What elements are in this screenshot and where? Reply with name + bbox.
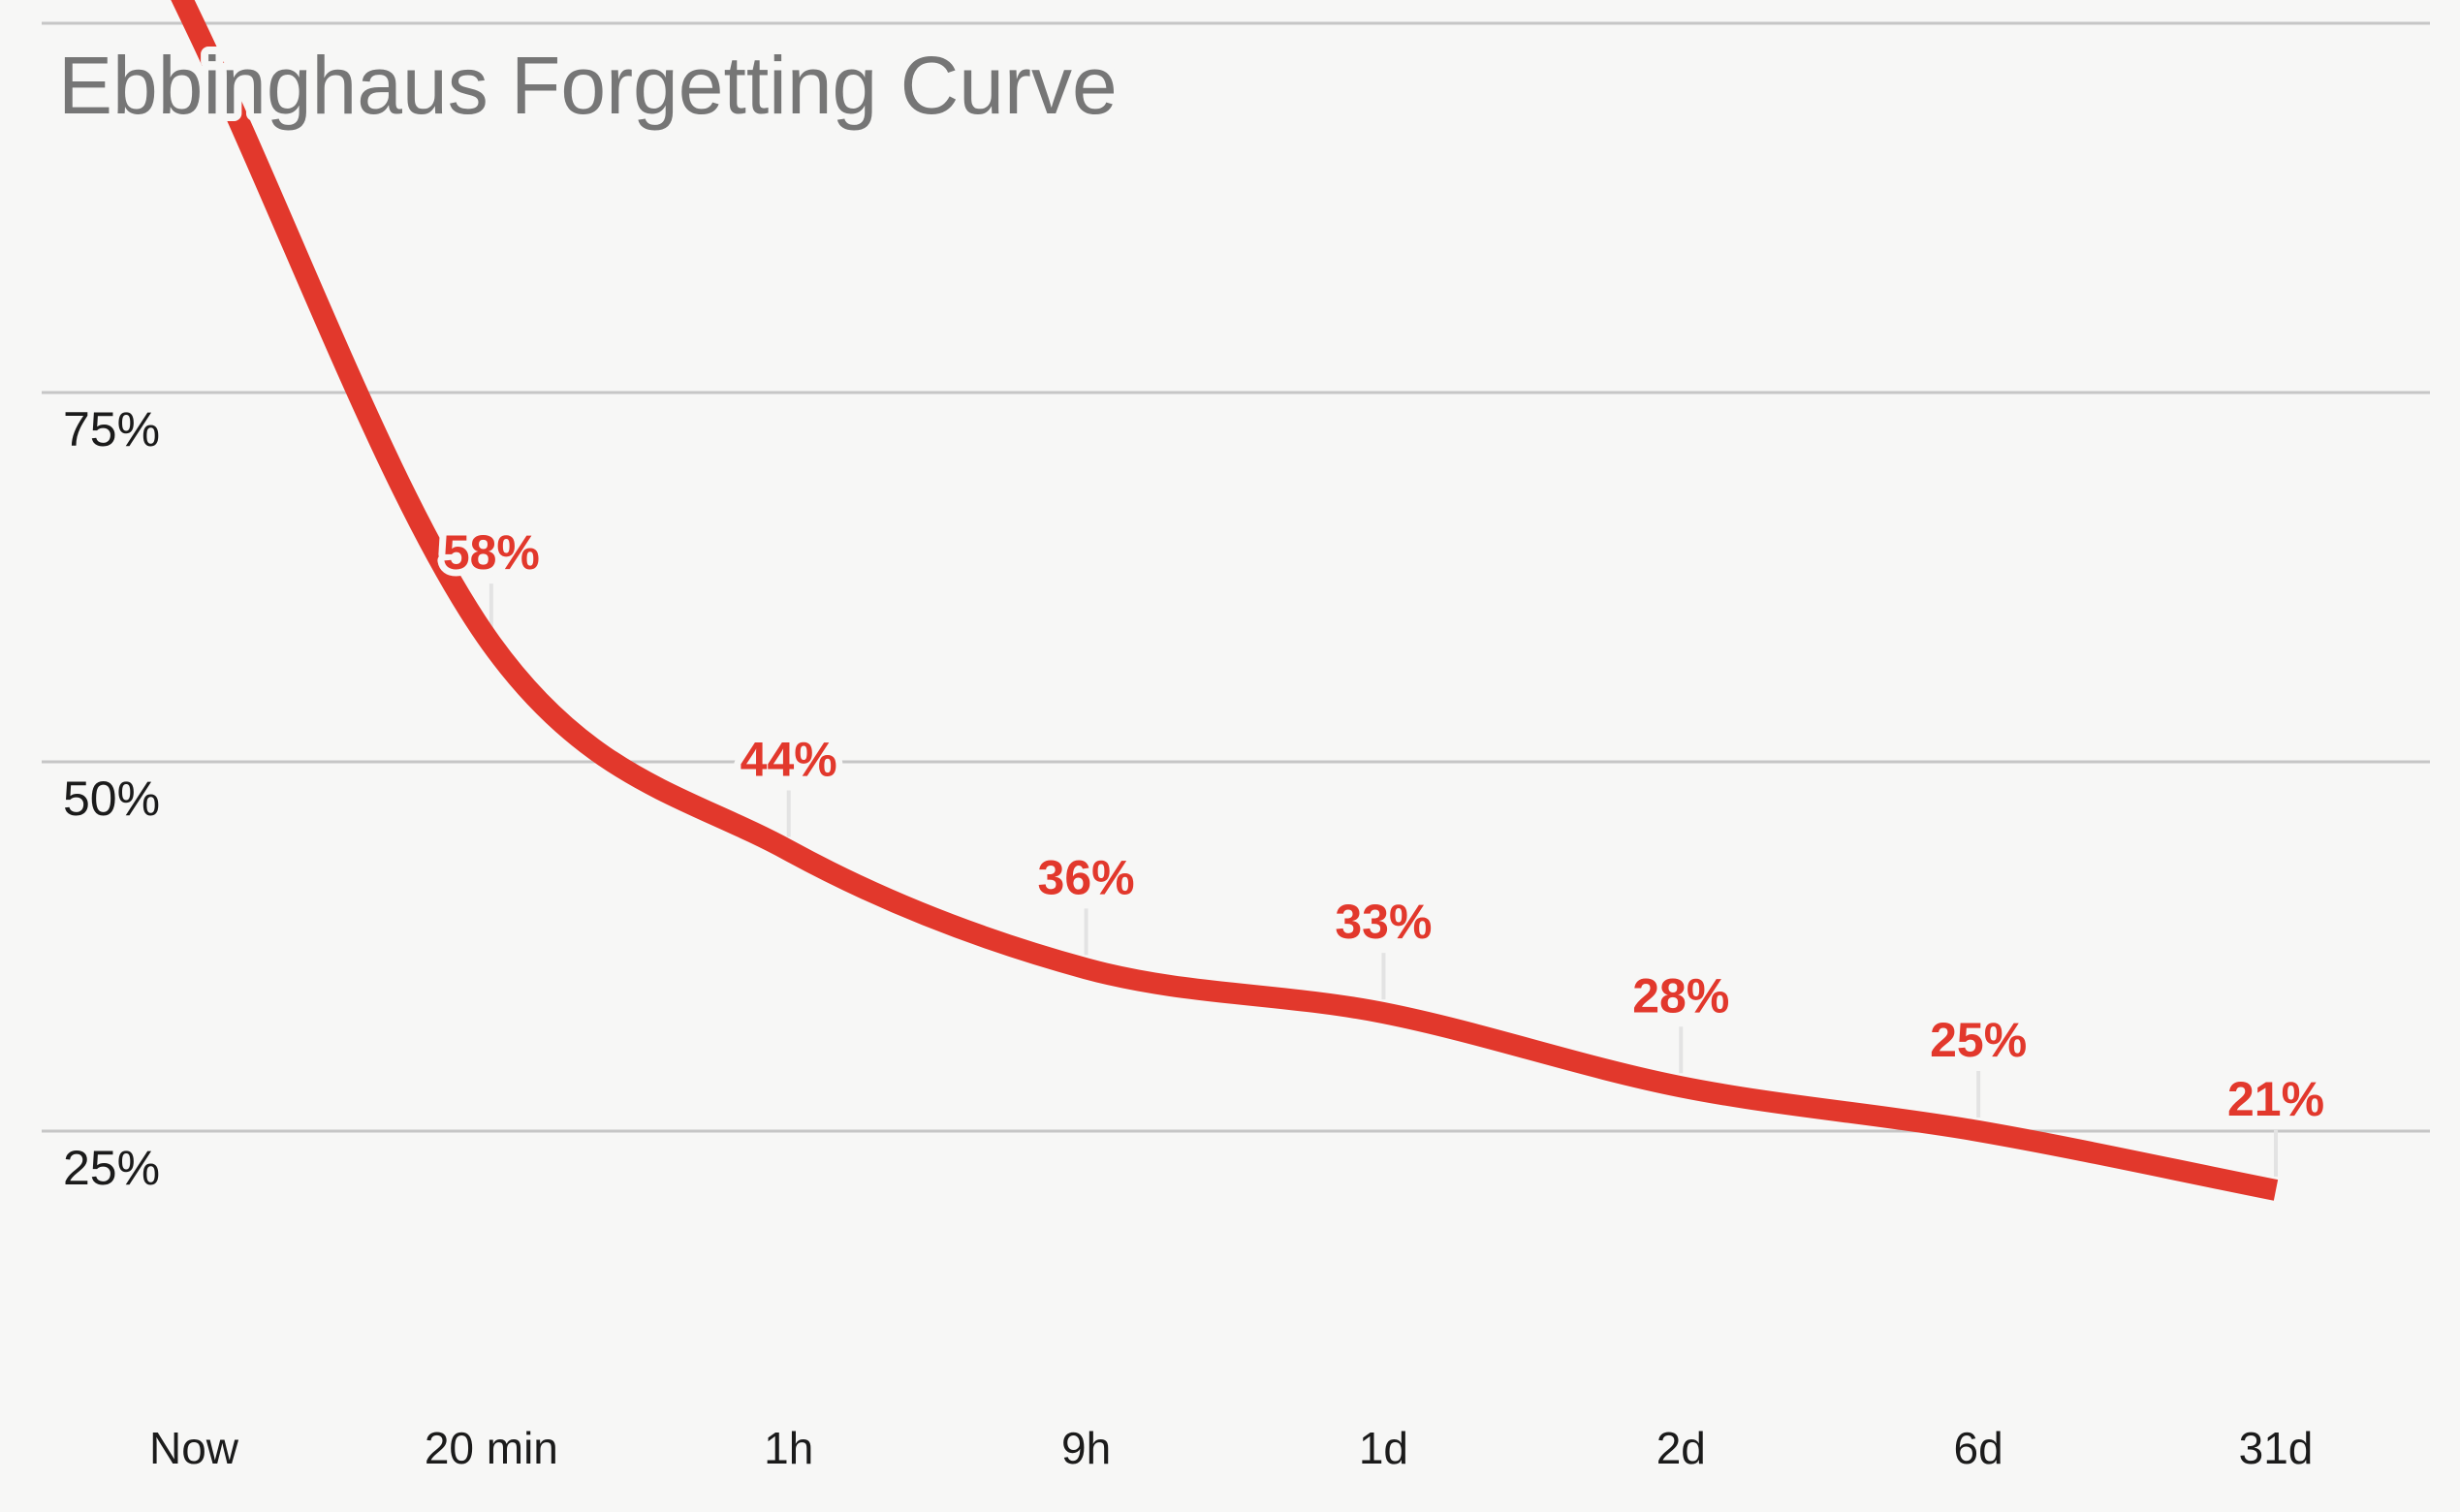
point-value-label: 28% — [1632, 968, 1729, 1023]
y-tick-label: 25% — [63, 1141, 160, 1195]
x-tick-label: 31d — [2239, 1423, 2314, 1473]
point-value-label: 44% — [741, 732, 837, 786]
leader-lines — [489, 583, 2278, 1177]
x-tick-label: 1d — [1359, 1423, 1408, 1473]
x-tick-label: Now — [149, 1423, 239, 1473]
x-tick-label: 1h — [764, 1423, 813, 1473]
x-tick-label: 2d — [1656, 1423, 1706, 1473]
point-value-label: 58% — [443, 525, 540, 580]
point-value-label: 25% — [1930, 1013, 2027, 1067]
y-axis-labels: 75% 50% 25% — [63, 402, 160, 1195]
retention-curve — [171, 0, 2279, 1201]
x-tick-label: 9h — [1061, 1423, 1111, 1473]
point-value-label: 21% — [2227, 1072, 2324, 1126]
point-labels: 58% 44% 36% 33% 28% 25% 21% — [436, 519, 2331, 1133]
x-tick-label: 20 min — [425, 1423, 558, 1473]
chart-title: Ebbinghaus Forgetting Curve — [58, 40, 1118, 131]
point-value-label: 33% — [1335, 895, 1432, 949]
x-axis-labels: Now 20 min 1h 9h 1d 2d 6d 31d — [149, 1423, 2313, 1473]
y-tick-label: 75% — [63, 402, 160, 457]
x-tick-label: 6d — [1954, 1423, 2003, 1473]
y-tick-label: 50% — [63, 772, 160, 826]
point-value-label: 36% — [1038, 850, 1135, 904]
